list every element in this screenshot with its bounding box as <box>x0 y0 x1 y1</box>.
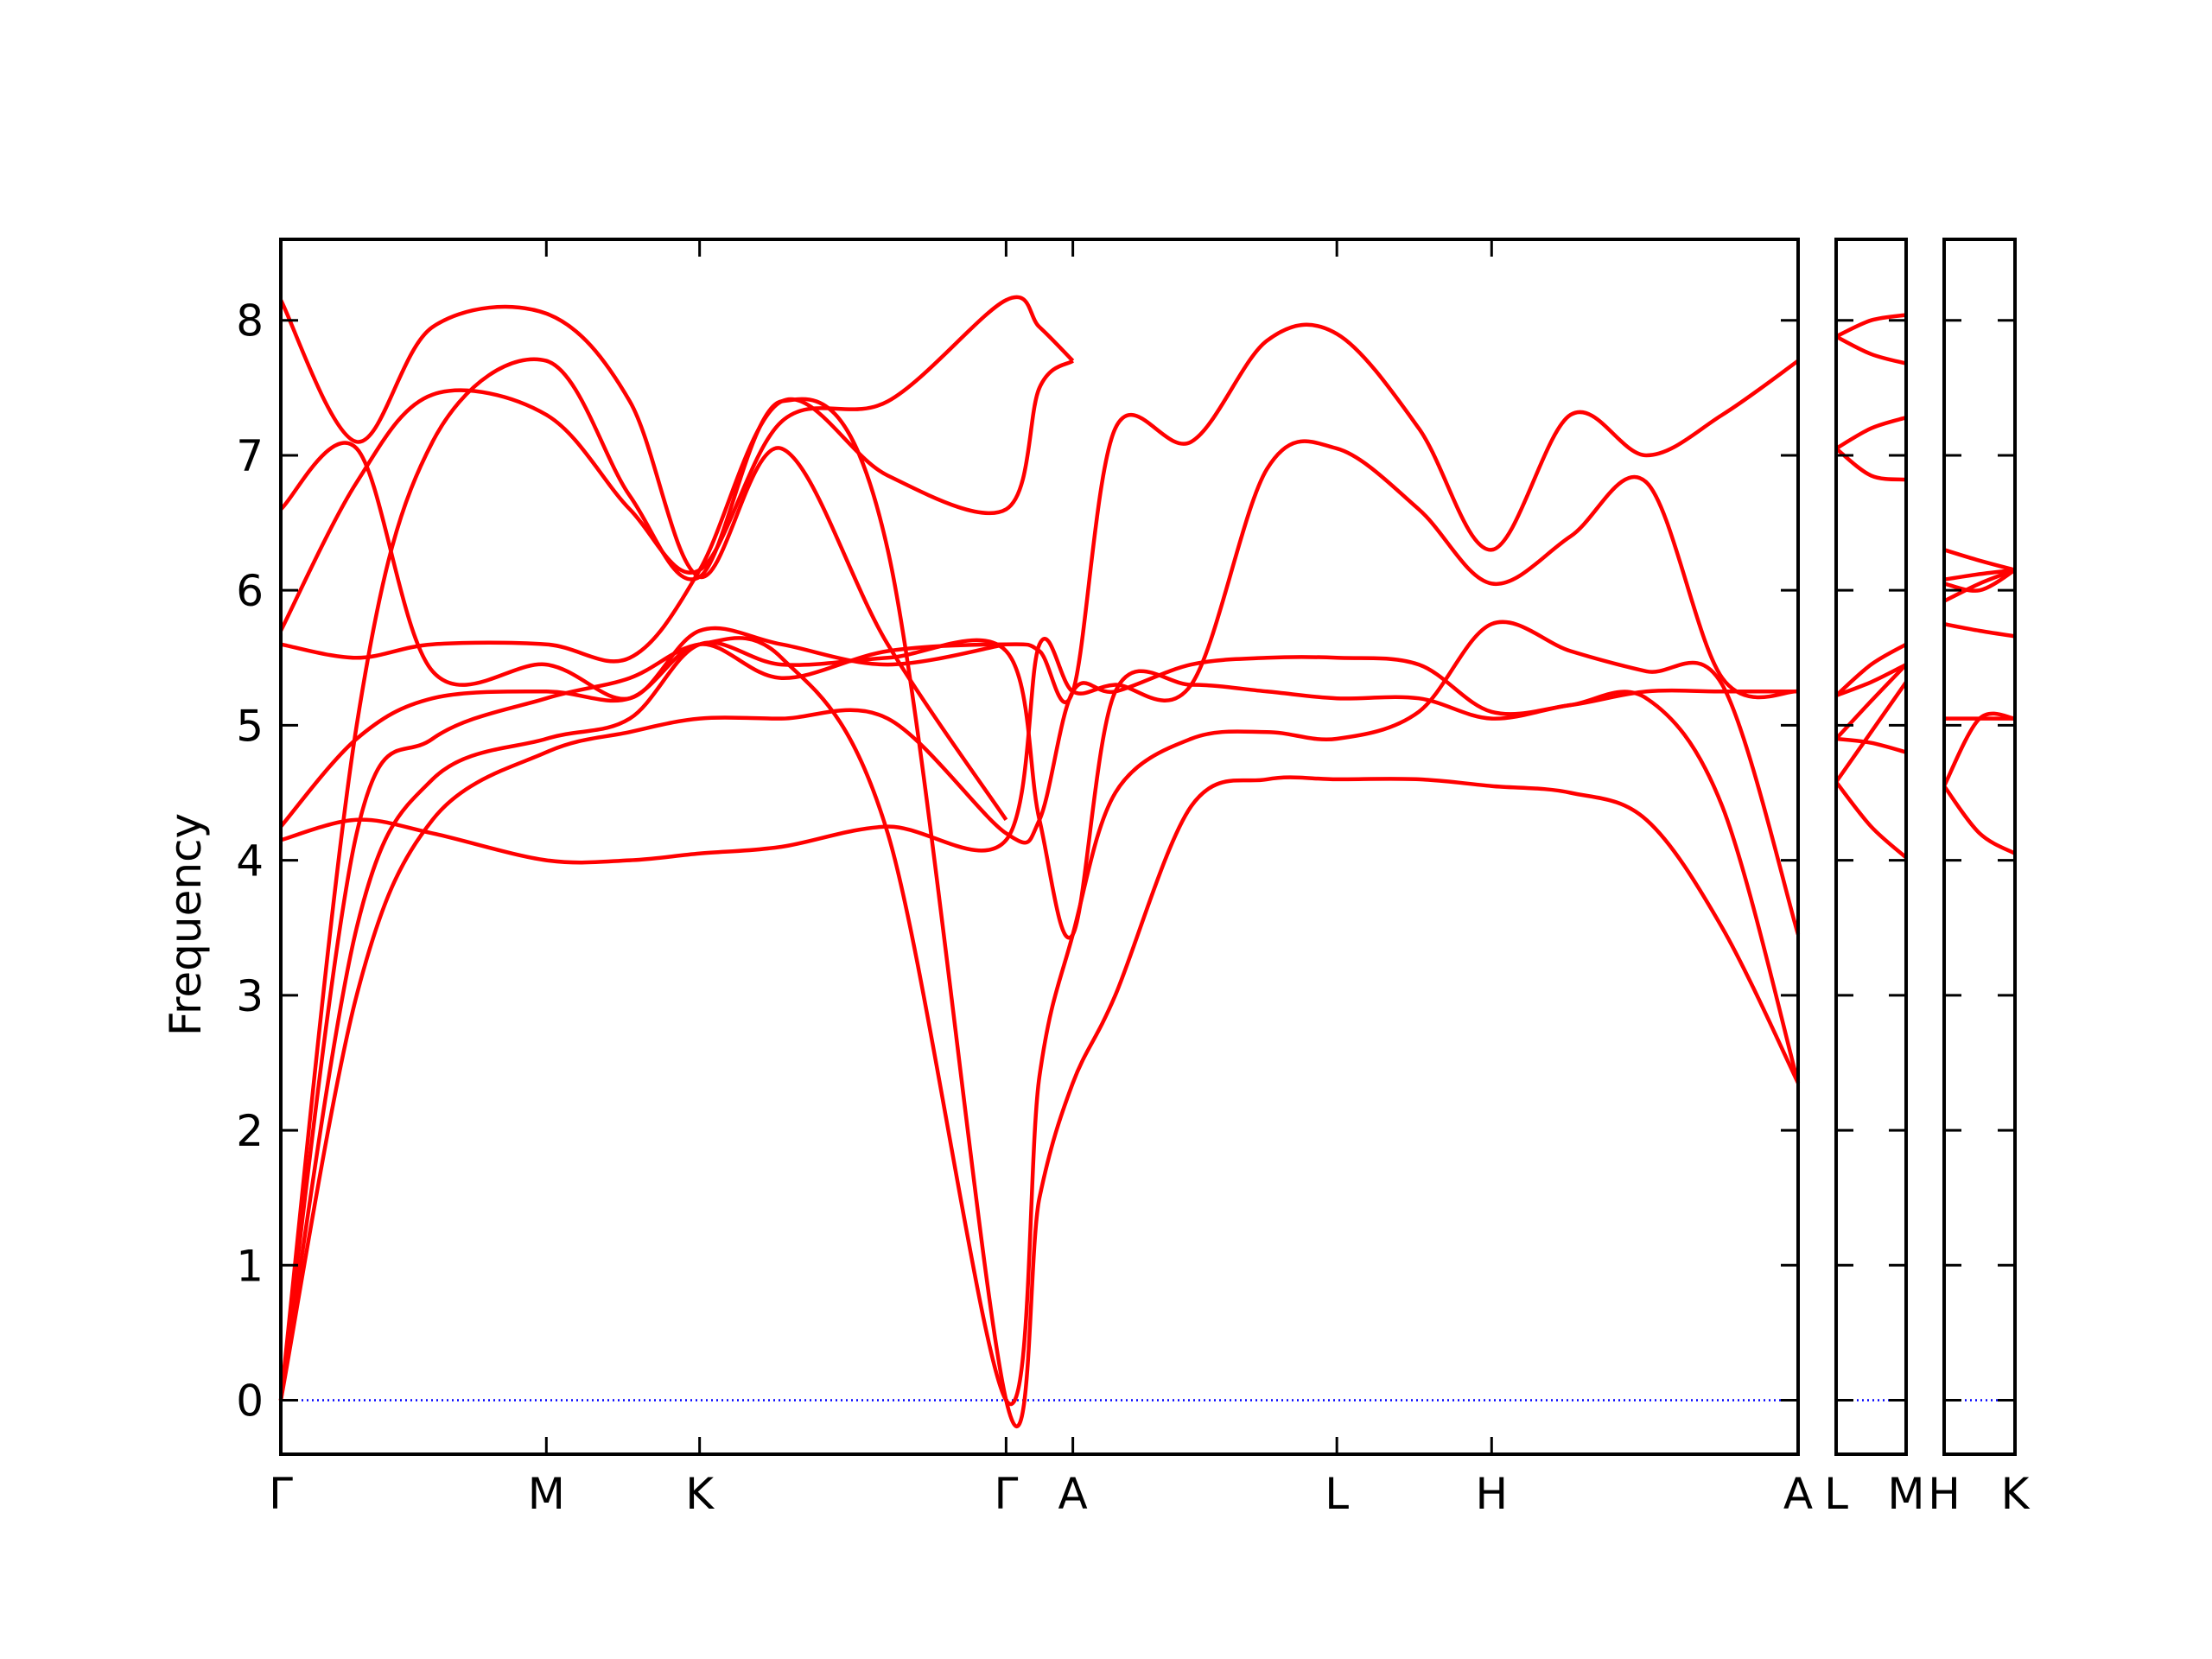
band-line-5 <box>1942 568 2016 603</box>
x-tick-label: M <box>528 1469 565 1519</box>
panel-frame <box>1834 238 1908 1456</box>
y-tick-label: 6 <box>236 566 264 616</box>
x-tick-label: A <box>1783 1469 1813 1519</box>
x-tick-label: K <box>2001 1469 2031 1519</box>
y-tick-label: 2 <box>236 1106 264 1156</box>
x-tick-label: L <box>1325 1469 1349 1519</box>
band-line-7 <box>1834 447 1907 482</box>
x-tick-label: M <box>1887 1469 1924 1519</box>
band-line-8 <box>278 295 1075 632</box>
band-line-2 <box>1834 681 1908 784</box>
band-line-7 <box>280 359 1075 664</box>
band-line-5 <box>280 439 1799 865</box>
band-line-2 <box>278 638 1801 1401</box>
band-line-1 <box>278 655 1798 1401</box>
y-axis-label: Frequency <box>161 813 211 1036</box>
band-line-6 <box>1943 568 2017 593</box>
band-line-10 <box>279 299 1008 822</box>
band-line-4 <box>278 620 1801 1406</box>
band-line-8 <box>1834 416 1907 451</box>
y-tick-label: 8 <box>236 296 264 346</box>
x-tick-label: H <box>1475 1469 1508 1519</box>
band-line-7 <box>1943 568 2016 582</box>
band-line-4 <box>1834 663 1908 741</box>
x-tick-label: A <box>1058 1469 1088 1519</box>
band-line-10 <box>1835 313 1907 339</box>
x-tick-label: H <box>1928 1469 1961 1519</box>
band-line-4 <box>1943 621 2016 639</box>
x-tick-label: Γ <box>269 1469 293 1519</box>
y-tick-label: 5 <box>236 701 264 751</box>
band-line-3 <box>1835 736 1907 754</box>
y-tick-label: 3 <box>236 971 264 1021</box>
band-line-1 <box>1942 785 2017 855</box>
y-tick-label: 1 <box>236 1241 264 1291</box>
panel-frame <box>279 238 1800 1456</box>
band-line-3 <box>278 357 1801 1429</box>
band-line-9 <box>1834 334 1907 365</box>
x-tick-label: Γ <box>994 1469 1018 1519</box>
band-line-6 <box>1835 663 1908 698</box>
panel-frame <box>1942 238 2017 1456</box>
y-tick-label: 0 <box>236 1376 264 1427</box>
band-line-6 <box>279 322 1800 829</box>
y-tick-label: 4 <box>236 836 264 887</box>
x-tick-label: L <box>1824 1469 1848 1519</box>
x-tick-label: K <box>685 1469 715 1519</box>
y-tick-label: 7 <box>236 431 264 481</box>
band-line-9 <box>279 441 1007 702</box>
band-line-5 <box>1834 642 1908 697</box>
band-line-1 <box>1834 780 1908 860</box>
band-line-8 <box>1943 548 2016 572</box>
